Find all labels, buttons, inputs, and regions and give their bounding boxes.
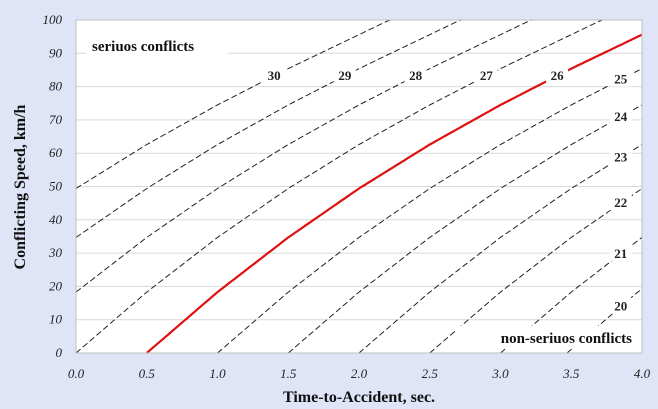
plot-frame [75,19,643,354]
contour-27 [75,19,603,354]
y-tick-label: 10 [49,312,63,327]
upper-left-annotation-bg [86,34,228,56]
x-tick-label: 1.5 [280,366,297,381]
contour-label: 25 [614,72,628,87]
contour-label-bg [609,70,632,87]
contour-label-bg [609,107,632,124]
contour-label: 21 [614,246,627,261]
contour-label-bg [475,66,498,83]
contour-label: 30 [268,68,281,83]
lower-right-annotation: non-seriuos conflicts [501,331,632,347]
y-tick-label: 20 [49,278,63,293]
contour-22 [429,188,643,354]
contour-30 [75,19,391,189]
contour-29 [75,19,462,238]
contour-20 [566,289,641,354]
contour-24 [287,104,643,354]
contour-label-bg [333,66,356,83]
contour-23 [358,144,643,354]
x-axis-title: Time-to-Accident, sec. [283,389,435,406]
y-axis-title: Conflicting Speed, km/h [12,104,29,269]
contour-label: 23 [614,150,628,165]
contour-label: 29 [338,68,352,83]
x-tick-label: 0.5 [139,366,156,381]
y-tick-label: 100 [43,12,63,27]
contour-label-bg [609,194,632,211]
x-tick-label: 3.5 [562,366,580,381]
contour-label-bg [404,66,427,83]
y-tick-label: 60 [49,145,63,160]
y-tick-label: 30 [48,245,63,260]
x-tick-labels: 0.0 0.5 1.0 1.5 2.0 2.5 3.0 3.5 4.0 [68,366,651,381]
x-tick-label: 0.0 [68,366,85,381]
contour-25 [217,68,643,354]
y-tick-label: 0 [56,345,63,360]
x-tick-label: 1.0 [209,366,226,381]
y-tick-labels: 0 10 20 30 40 50 60 70 80 90 100 [43,12,63,360]
y-tick-label: 90 [49,45,63,60]
contour-label-bg [263,66,286,83]
curve-labels: 20 21 22 23 24 25 26 27 28 29 30 [263,66,632,314]
x-tick-label: 2.0 [351,366,368,381]
contour-label-bg [609,297,632,314]
x-tick-label: 3.0 [491,366,509,381]
y-tick-label: 50 [49,179,63,194]
y-tick-label: 40 [49,212,63,227]
upper-left-annotation: seriuos conflicts [92,39,194,55]
contour-label: 20 [614,299,627,314]
contour-28 [75,19,532,293]
contour-label: 22 [614,195,627,210]
y-tick-label: 80 [49,79,63,94]
x-tick-label: 4.0 [634,366,651,381]
contour-label: 28 [409,68,423,83]
y-tick-label: 70 [49,112,63,127]
contour-label: 24 [614,109,628,124]
contour-label: 27 [480,68,494,83]
contour-label-bg [609,148,632,165]
contour-label: 26 [551,68,565,83]
x-tick-label: 2.5 [422,366,439,381]
contour-label-bg [609,244,632,261]
contour-label-bg [546,66,569,83]
lower-right-annotation-bg [456,326,636,348]
